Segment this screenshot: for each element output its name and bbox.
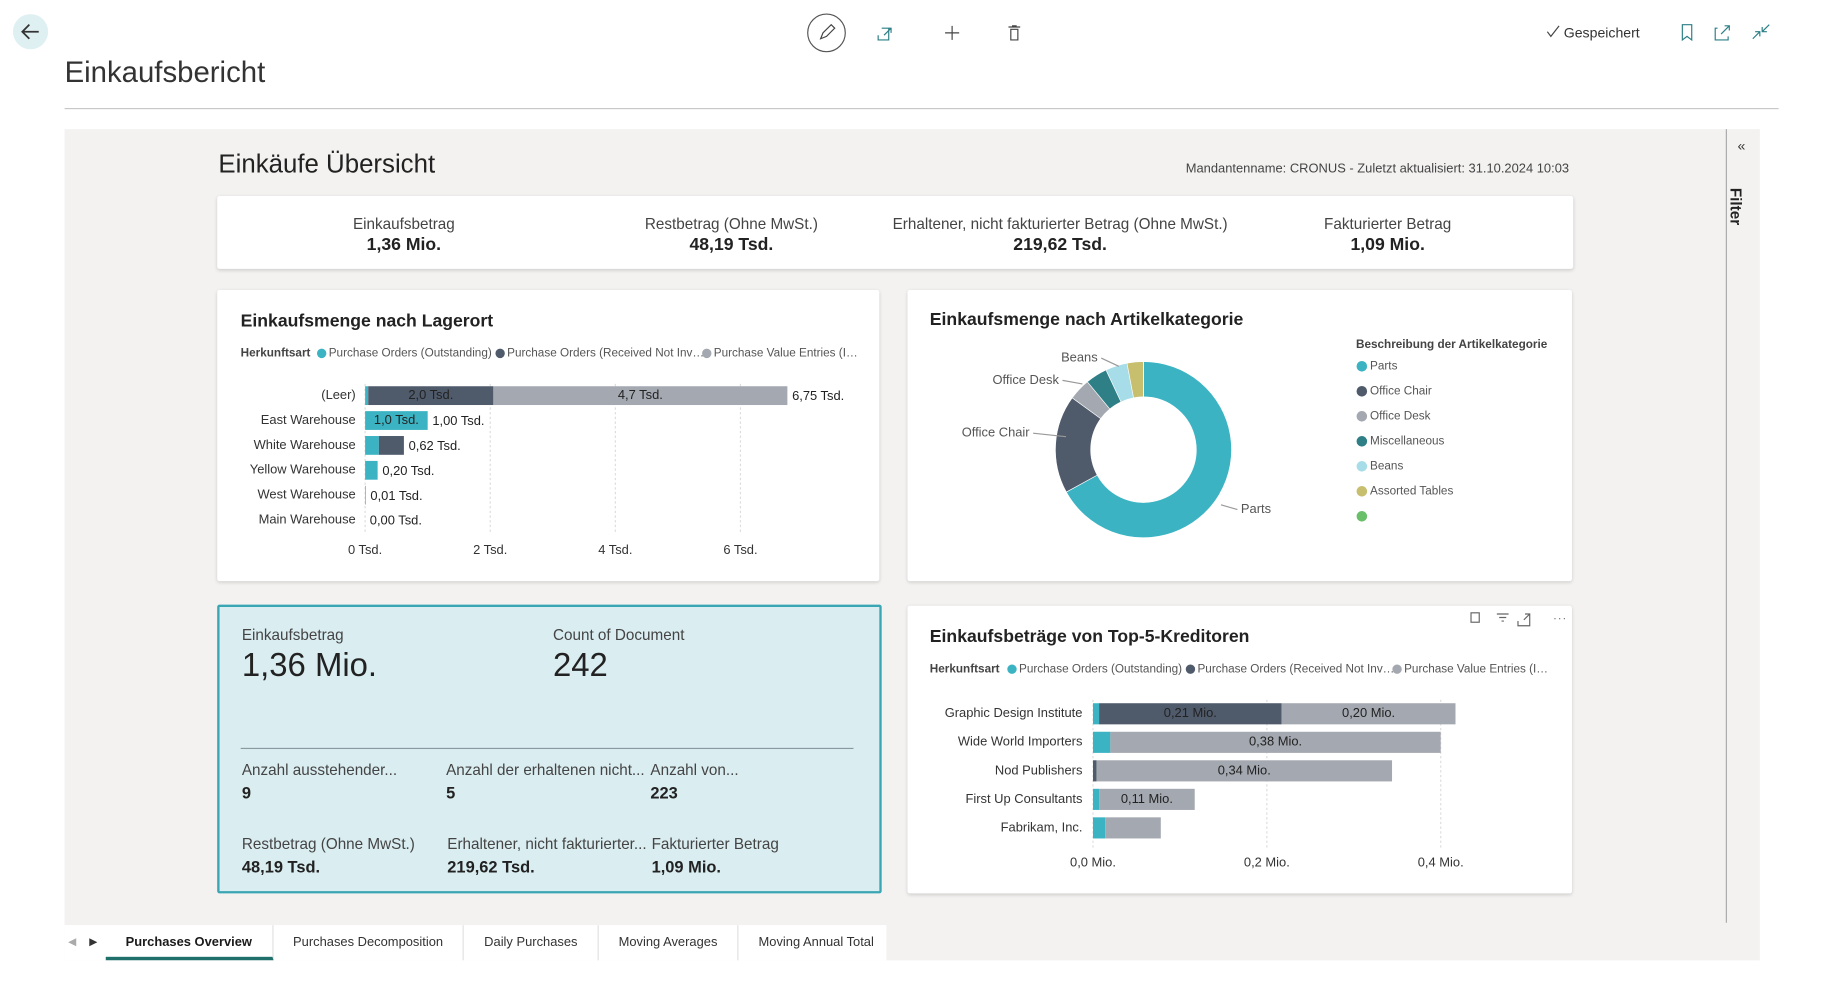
filter-collapse[interactable]: « — [1737, 137, 1746, 154]
kpi-value: 48,19 Tsd. — [689, 234, 774, 255]
edit-button[interactable] — [807, 13, 846, 53]
focus-button[interactable] — [1517, 613, 1531, 627]
report-title: Einkäufe Übersicht — [218, 149, 436, 179]
kpi-value: 1,09 Mio. — [1350, 234, 1425, 255]
kpi-label: Einkaufsbetrag — [352, 214, 455, 233]
card-value: 219,62 Tsd. — [447, 857, 535, 876]
card-divider — [240, 747, 854, 750]
card-value: 1,36 Mio. — [241, 646, 378, 684]
tab[interactable]: Moving Annual Total — [739, 925, 887, 960]
card-label: Anzahl ausstehender... — [241, 760, 398, 779]
filter-divider — [1725, 129, 1727, 923]
collapse-button[interactable] — [1752, 24, 1770, 40]
chart-card — [907, 289, 1572, 582]
tab-scroll-right[interactable]: ▶ — [89, 935, 98, 948]
card-label: Anzahl von... — [650, 760, 739, 779]
kpi-label: Fakturierter Betrag — [1324, 214, 1452, 233]
tab-scroll-left[interactable]: ◀ — [68, 935, 77, 948]
tab-bar — [64, 925, 887, 961]
card-label: Fakturierter Betrag — [651, 834, 779, 853]
copy-button[interactable] — [1470, 612, 1480, 623]
back-button[interactable] — [12, 13, 50, 51]
new-button[interactable] — [945, 25, 960, 40]
card-value: 1,09 Mio. — [651, 857, 722, 876]
chart-card — [217, 289, 880, 582]
card-label: Anzahl der erhaltenen nicht... — [446, 760, 645, 779]
kpi-label: Restbetrag (Ohne MwSt.) — [644, 214, 818, 233]
card-label: Count of Document — [552, 625, 685, 644]
card-label: Erhaltener, nicht fakturierter... — [447, 834, 647, 853]
page-title: Einkaufsbericht — [64, 56, 266, 90]
report-meta: Mandantenname: CRONUS - Zuletzt aktualis… — [1185, 162, 1570, 177]
saved-status: Gespeichert — [1563, 24, 1640, 42]
tab[interactable]: Purchases Decomposition — [273, 925, 465, 961]
visual-header — [1470, 612, 1565, 627]
card-value: 9 — [241, 783, 251, 802]
card-label: Einkaufsbetrag — [241, 625, 344, 644]
tab[interactable]: Purchases Overview — [105, 925, 274, 961]
kpi-label: Erhaltener, nicht fakturierter Betrag (O… — [892, 214, 1228, 233]
bookmark-button[interactable] — [1681, 24, 1693, 42]
open-new-window-button[interactable] — [1714, 25, 1730, 41]
card-label: Restbetrag (Ohne MwSt.) — [241, 834, 415, 853]
delete-button[interactable] — [1008, 25, 1021, 41]
share-button[interactable] — [877, 27, 892, 41]
tab[interactable]: Daily Purchases — [464, 925, 599, 961]
card-value: 5 — [446, 783, 456, 802]
kpi-value: 1,36 Mio. — [366, 234, 442, 255]
card-value: 48,19 Tsd. — [241, 857, 321, 876]
card-value: 223 — [650, 783, 678, 802]
window-actions — [1681, 24, 1770, 42]
divider — [64, 108, 1779, 110]
kpi-card — [217, 196, 1574, 269]
chart-card — [907, 605, 1572, 894]
check-icon — [1546, 25, 1560, 38]
filter-button[interactable] — [1496, 613, 1509, 622]
filter-pane-label[interactable]: Filter — [1726, 187, 1745, 226]
toolbar — [807, 13, 1021, 53]
tab[interactable]: Moving Averages — [599, 925, 739, 961]
kpi-value: 219,62 Tsd. — [1013, 234, 1107, 255]
card-value: 242 — [552, 646, 608, 684]
